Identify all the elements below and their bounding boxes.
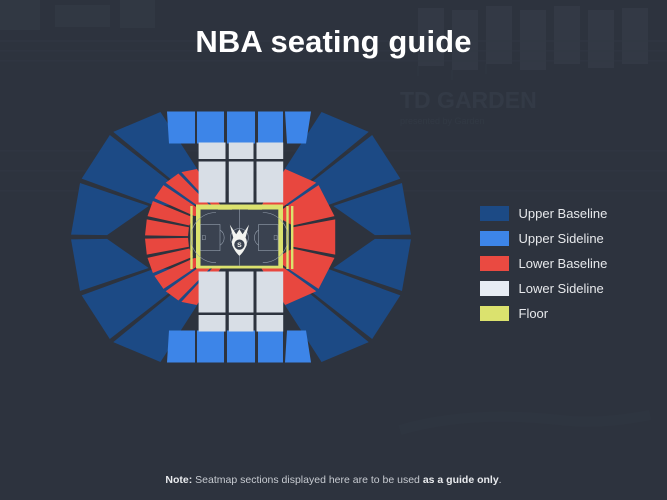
svg-text:S: S [237, 242, 242, 249]
